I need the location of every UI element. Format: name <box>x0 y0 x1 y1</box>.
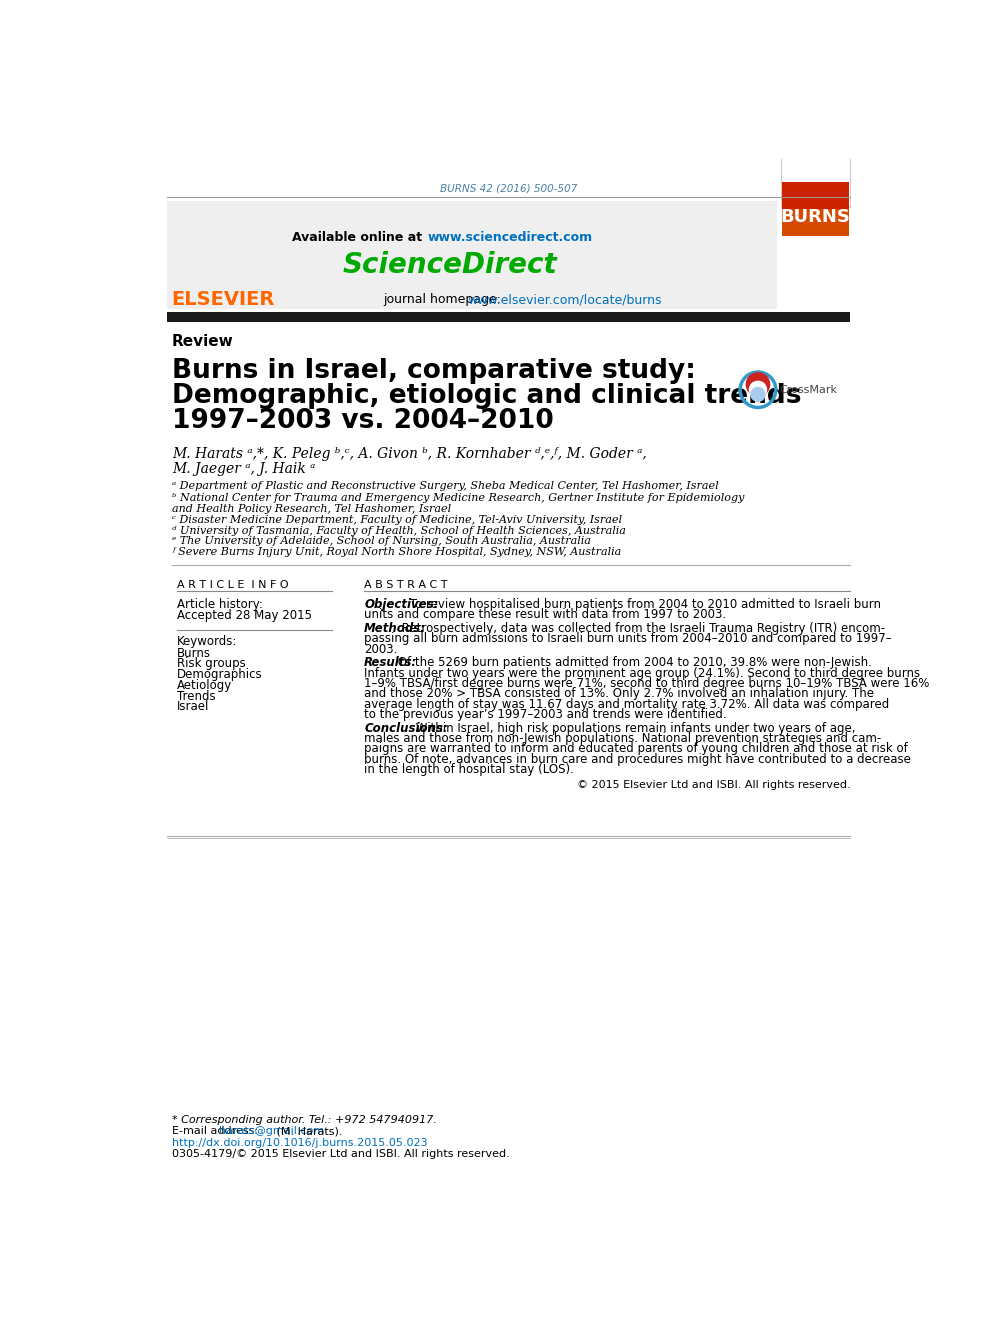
Bar <box>782 105 850 208</box>
Text: M. Jaeger ᵃ, J. Haik ᵃ: M. Jaeger ᵃ, J. Haik ᵃ <box>172 462 315 476</box>
Text: ᵃ Department of Plastic and Reconstructive Surgery, Sheba Medical Center, Tel Ha: ᵃ Department of Plastic and Reconstructi… <box>172 482 718 491</box>
Text: Accepted 28 May 2015: Accepted 28 May 2015 <box>177 609 311 622</box>
Text: 1997–2003 vs. 2004–2010: 1997–2003 vs. 2004–2010 <box>172 409 554 434</box>
Text: Keywords:: Keywords: <box>177 635 237 648</box>
Bar <box>782 209 849 235</box>
Text: Available online at: Available online at <box>292 230 427 243</box>
Text: A R T I C L E  I N F O: A R T I C L E I N F O <box>177 579 289 590</box>
Circle shape <box>746 373 770 396</box>
Text: BURNS 42 (2016) 500-507: BURNS 42 (2016) 500-507 <box>439 183 577 193</box>
Text: harats@gmail.com: harats@gmail.com <box>218 1126 323 1136</box>
Text: Risk groups: Risk groups <box>177 658 245 671</box>
Text: Of the 5269 burn patients admitted from 2004 to 2010, 39.8% were non-Jewish.: Of the 5269 burn patients admitted from … <box>394 656 872 669</box>
Text: and those 20% > TBSA consisted of 13%. Only 2.7% involved an inhalation injury. : and those 20% > TBSA consisted of 13%. O… <box>364 688 874 700</box>
Text: units and compare these result with data from 1997 to 2003.: units and compare these result with data… <box>364 609 726 622</box>
Bar <box>782 181 849 235</box>
Text: © 2015 Elsevier Ltd and ISBI. All rights reserved.: © 2015 Elsevier Ltd and ISBI. All rights… <box>576 779 850 790</box>
Circle shape <box>749 381 767 398</box>
Text: Infants under two years were the prominent age group (24.1%). Second to third de: Infants under two years were the promine… <box>364 667 921 680</box>
Text: ᶜ Disaster Medicine Department, Faculty of Medicine, Tel-Aviv University, Israel: ᶜ Disaster Medicine Department, Faculty … <box>172 515 622 525</box>
Text: Methods:: Methods: <box>364 622 427 635</box>
Text: passing all burn admissions to Israeli burn units from 2004–2010 and compared to: passing all burn admissions to Israeli b… <box>364 632 892 646</box>
Text: paigns are warranted to inform and educated parents of young children and those : paigns are warranted to inform and educa… <box>364 742 908 755</box>
Text: ScienceDirect: ScienceDirect <box>342 251 557 279</box>
Text: Israel: Israel <box>177 700 209 713</box>
Text: average length of stay was 11.67 days and mortality rate 3.72%. All data was com: average length of stay was 11.67 days an… <box>364 697 890 710</box>
Text: http://dx.doi.org/10.1016/j.burns.2015.05.023: http://dx.doi.org/10.1016/j.burns.2015.0… <box>172 1138 428 1148</box>
Text: www.elsevier.com/locate/burns: www.elsevier.com/locate/burns <box>467 294 662 306</box>
Text: A B S T R A C T: A B S T R A C T <box>364 579 447 590</box>
Text: males and those from non-Jewish populations. National prevention strategies and : males and those from non-Jewish populati… <box>364 732 882 745</box>
Text: ᵇ National Center for Trauma and Emergency Medicine Research, Gertner Institute : ᵇ National Center for Trauma and Emergen… <box>172 493 744 503</box>
Text: ᵈ University of Tasmania, Faculty of Health, School of Health Sciences, Australi: ᵈ University of Tasmania, Faculty of Hea… <box>172 525 626 536</box>
Text: 0305-4179/© 2015 Elsevier Ltd and ISBI. All rights reserved.: 0305-4179/© 2015 Elsevier Ltd and ISBI. … <box>172 1148 510 1159</box>
Text: (M. Harats).: (M. Harats). <box>273 1126 342 1136</box>
Text: www.sciencedirect.com: www.sciencedirect.com <box>428 230 593 243</box>
Text: to the previous year’s 1997–2003 and trends were identified.: to the previous year’s 1997–2003 and tre… <box>364 708 727 721</box>
Bar <box>167 201 777 308</box>
Text: Article history:: Article history: <box>177 598 263 611</box>
Text: ELSEVIER: ELSEVIER <box>799 238 831 245</box>
Text: 2003.: 2003. <box>364 643 398 656</box>
Text: Burns: Burns <box>177 647 210 660</box>
Text: CrossMark: CrossMark <box>780 385 837 394</box>
Text: journal homepage:: journal homepage: <box>384 294 506 306</box>
Text: BURNS: BURNS <box>781 208 850 225</box>
Text: ᶠ Severe Burns Injury Unit, Royal North Shore Hospital, Sydney, NSW, Australia: ᶠ Severe Burns Injury Unit, Royal North … <box>172 548 621 557</box>
Text: Conclusions:: Conclusions: <box>364 721 448 734</box>
Text: burns. Of note, advances in burn care and procedures might have contributed to a: burns. Of note, advances in burn care an… <box>364 753 911 766</box>
Bar <box>167 312 850 321</box>
Text: and Health Policy Research, Tel Hashomer, Israel: and Health Policy Research, Tel Hashomer… <box>172 504 451 515</box>
Text: Retrospectively, data was collected from the Israeli Trauma Registry (ITR) encom: Retrospectively, data was collected from… <box>398 622 885 635</box>
Text: Trends: Trends <box>177 689 215 703</box>
Text: ᵉ The University of Adelaide, School of Nursing, South Australia, Australia: ᵉ The University of Adelaide, School of … <box>172 536 591 546</box>
Text: Within Israel, high risk populations remain infants under two years of age,: Within Israel, high risk populations rem… <box>413 721 856 734</box>
Text: Burns in Israel, comparative study:: Burns in Israel, comparative study: <box>172 357 696 384</box>
Text: Demographics: Demographics <box>177 668 262 681</box>
Text: 1–9% TBSA/first degree burns were 71%, second to third degree burns 10–19% TBSA : 1–9% TBSA/first degree burns were 71%, s… <box>364 677 930 691</box>
Circle shape <box>751 388 765 401</box>
Text: Aetiology: Aetiology <box>177 679 232 692</box>
Text: Review: Review <box>172 333 234 349</box>
Text: in the length of hospital stay (LOS).: in the length of hospital stay (LOS). <box>364 763 574 777</box>
Text: Objectives:: Objectives: <box>364 598 438 611</box>
Text: Results:: Results: <box>364 656 418 669</box>
Text: E-mail address:: E-mail address: <box>172 1126 262 1136</box>
Text: M. Harats ᵃ,*, K. Peleg ᵇ,ᶜ, A. Givon ᵇ, R. Kornhaber ᵈ,ᵉ,ᶠ, M. Goder ᵃ,: M. Harats ᵃ,*, K. Peleg ᵇ,ᶜ, A. Givon ᵇ,… <box>172 447 647 462</box>
Text: To review hospitalised burn patients from 2004 to 2010 admitted to Israeli burn: To review hospitalised burn patients fro… <box>406 598 881 611</box>
Text: Demographic, etiologic and clinical trends: Demographic, etiologic and clinical tren… <box>172 382 802 409</box>
Text: ELSEVIER: ELSEVIER <box>172 290 275 310</box>
Text: * Corresponding author. Tel.: +972 547940917.: * Corresponding author. Tel.: +972 54794… <box>172 1115 436 1125</box>
